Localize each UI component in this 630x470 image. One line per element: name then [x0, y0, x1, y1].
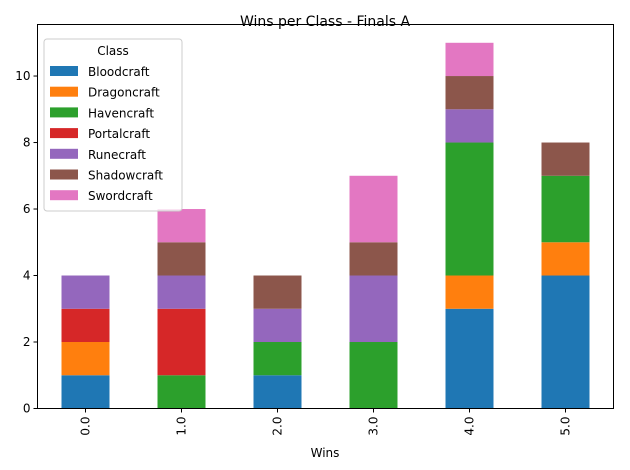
bar-runecraft-3 — [349, 275, 398, 343]
legend-box — [43, 38, 183, 212]
x-tick-label: 3.0 — [367, 417, 381, 436]
bar-portalcraft-0 — [61, 308, 110, 343]
x-tick-label: 5.0 — [559, 417, 573, 436]
chart-title: Wins per Class - Finals A — [240, 14, 411, 30]
bar-swordcraft-1 — [157, 209, 206, 243]
bar-shadowcraft-2 — [253, 275, 302, 309]
legend-label-bloodcraft: Bloodcraft — [88, 65, 150, 79]
plot-frame — [37, 24, 614, 409]
legend: Class Bloodcraft Dragoncraft Havencraft Por… — [43, 38, 183, 212]
legend-label-havencraft: Havencraft — [88, 106, 154, 120]
legend-label-runecraft: Runecraft — [88, 148, 146, 162]
bar-dragoncraft-0 — [61, 342, 110, 376]
bar-havencraft-5 — [541, 175, 590, 243]
legend-swatch-dragoncraft — [50, 86, 78, 97]
bar-portalcraft-1 — [157, 308, 206, 376]
x-tick-label: 0.0 — [79, 417, 93, 436]
bar-bloodcraft-4 — [445, 308, 494, 409]
legend-swatch-shadowcraft — [50, 169, 78, 180]
bar-runecraft-4 — [445, 109, 494, 143]
bar-havencraft-2 — [253, 342, 302, 376]
bar-bloodcraft-5 — [541, 275, 590, 409]
bar-bloodcraft-0 — [61, 375, 110, 409]
bar-havencraft-3 — [349, 342, 398, 409]
legend-swatch-bloodcraft — [50, 66, 78, 76]
legend-label-shadowcraft: Shadowcraft — [88, 169, 163, 183]
x-tick-label: 4.0 — [463, 417, 477, 436]
legend-swatch-swordcraft — [50, 190, 78, 201]
bar-dragoncraft-4 — [445, 275, 494, 309]
y-tick-label: 2 — [23, 335, 31, 349]
bar-shadowcraft-3 — [349, 242, 398, 276]
x-tick-label: 1.0 — [175, 417, 189, 436]
bar-dragoncraft-5 — [541, 242, 590, 276]
legend-label-swordcraft: Swordcraft — [88, 189, 153, 203]
x-axis-label: Wins — [311, 446, 340, 460]
bars-group — [61, 42, 590, 409]
bar-swordcraft-4 — [445, 42, 494, 77]
bar-shadowcraft-5 — [541, 142, 590, 176]
bar-runecraft-0 — [61, 275, 110, 309]
legend-swatch-havencraft — [50, 107, 78, 118]
legend-swatch-runecraft — [50, 148, 78, 159]
bar-bloodcraft-2 — [253, 375, 302, 409]
legend-title: Class — [97, 44, 129, 58]
y-tick-label: 0 — [23, 402, 31, 416]
legend-label-portalcraft: Portalcraft — [88, 127, 150, 141]
bar-havencraft-4 — [445, 142, 494, 276]
y-tick-label: 4 — [23, 269, 31, 283]
x-tick-label: 2.0 — [271, 417, 285, 436]
y-tick-label: 10 — [15, 69, 30, 83]
x-axis: 0.0 1.0 2.0 3.0 4.0 5.0 — [79, 408, 573, 436]
legend-swatch-portalcraft — [50, 128, 78, 139]
y-axis: 0 2 4 6 8 10 — [15, 69, 38, 416]
bar-runecraft-2 — [253, 308, 302, 343]
legend-items: Bloodcraft Dragoncraft Havencraft Portalcra… — [50, 65, 163, 203]
bar-havencraft-1 — [157, 375, 206, 409]
bar-shadowcraft-1 — [157, 242, 206, 276]
legend-label-dragoncraft: Dragoncraft — [88, 86, 160, 100]
bar-swordcraft-3 — [349, 175, 398, 243]
y-tick-label: 6 — [23, 202, 31, 216]
bar-shadowcraft-4 — [445, 76, 494, 110]
bar-runecraft-1 — [157, 275, 206, 309]
y-tick-label: 8 — [23, 136, 31, 150]
